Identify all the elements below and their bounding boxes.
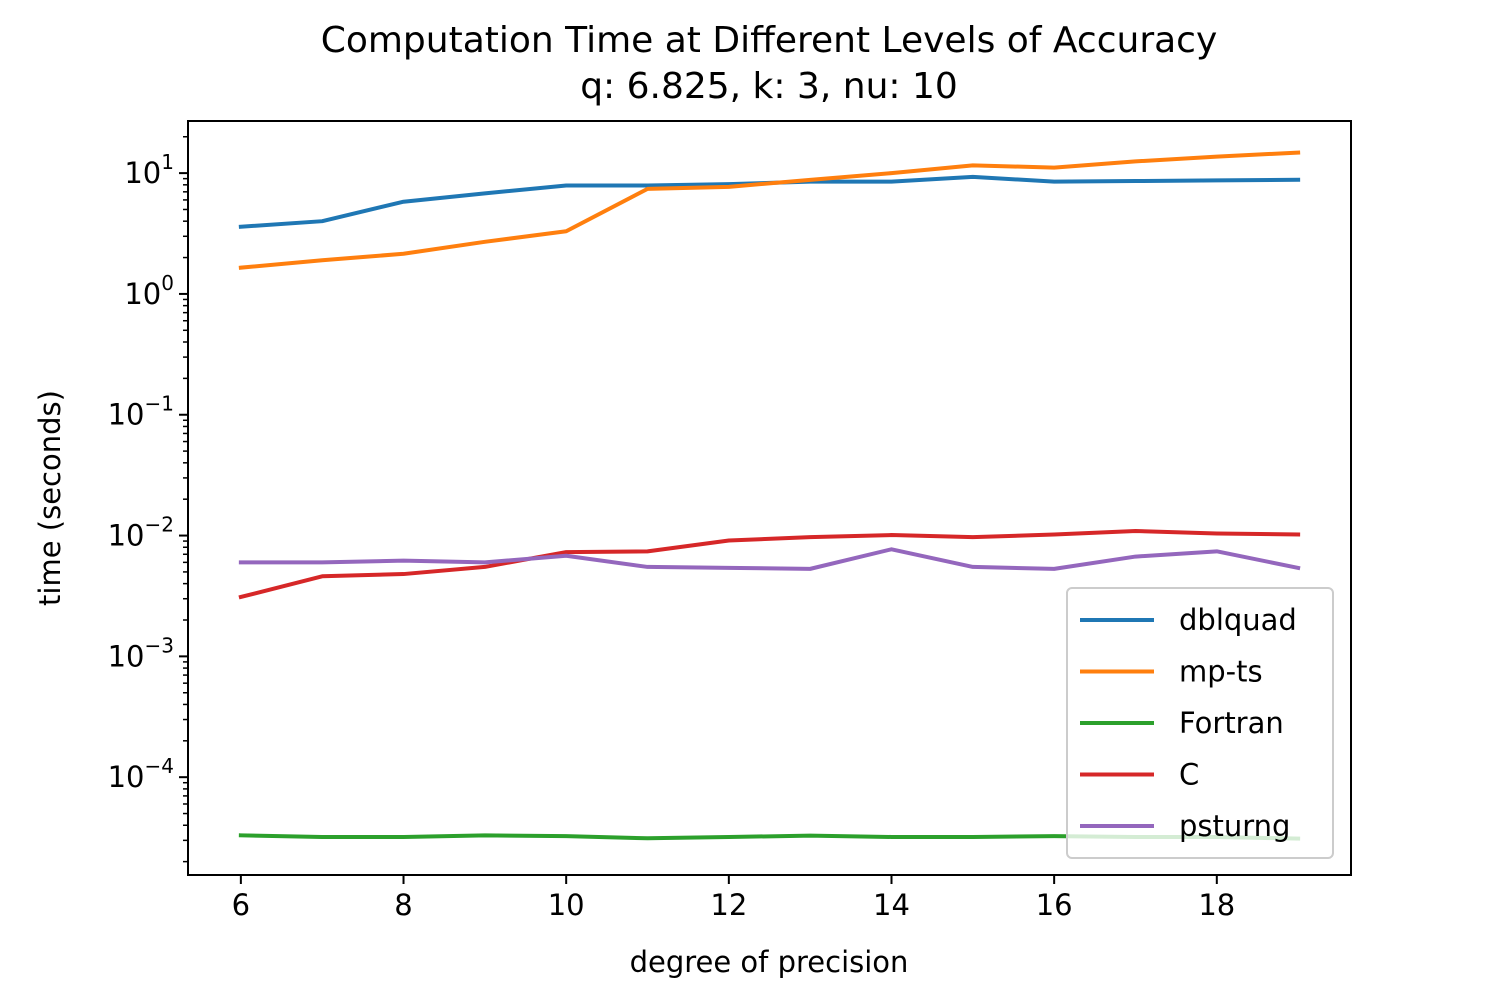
- legend-label-psturng: psturng: [1179, 809, 1290, 843]
- x-tick-label: 16: [1036, 888, 1073, 922]
- y-tick-label: 101: [124, 150, 174, 190]
- y-axis: 101 100 10−1 10−2 10−3 10−4: [108, 135, 188, 863]
- y-tick-label: 10−1: [108, 392, 174, 432]
- legend-label-dblquad: dblquad: [1179, 603, 1297, 637]
- series-line-psturng: [238, 547, 1301, 571]
- chart-subtitle: q: 6.825, k: 3, nu: 10: [580, 66, 958, 107]
- legend-label-mp-ts: mp-ts: [1179, 655, 1263, 689]
- y-tick-label: 10−4: [108, 754, 174, 794]
- y-tick-label: 10−3: [108, 633, 174, 673]
- x-tick-label: 18: [1198, 888, 1235, 922]
- series-layer: [238, 150, 1301, 841]
- plot-frame: [187, 120, 1352, 876]
- series-line-mp-ts: [238, 150, 1301, 270]
- y-tick-label: 10−2: [108, 513, 174, 553]
- x-axis: 6 8 10 12 14 16 18: [232, 875, 1235, 922]
- x-axis-label: degree of precision: [630, 945, 909, 979]
- y-tick-label: 100: [124, 271, 174, 311]
- x-tick-label: 12: [710, 888, 747, 922]
- legend-box: [1066, 587, 1334, 859]
- legend-label-c: C: [1179, 758, 1199, 792]
- chart-title: Computation Time at Different Levels of …: [321, 20, 1218, 61]
- series-line-c: [238, 529, 1301, 600]
- x-tick-label: 6: [232, 888, 250, 922]
- x-tick-label: 14: [873, 888, 910, 922]
- x-tick-label: 10: [548, 888, 585, 922]
- legend-label-fortran: Fortran: [1179, 706, 1284, 740]
- y-axis-label: time (seconds): [33, 390, 67, 606]
- x-tick-label: 8: [394, 888, 412, 922]
